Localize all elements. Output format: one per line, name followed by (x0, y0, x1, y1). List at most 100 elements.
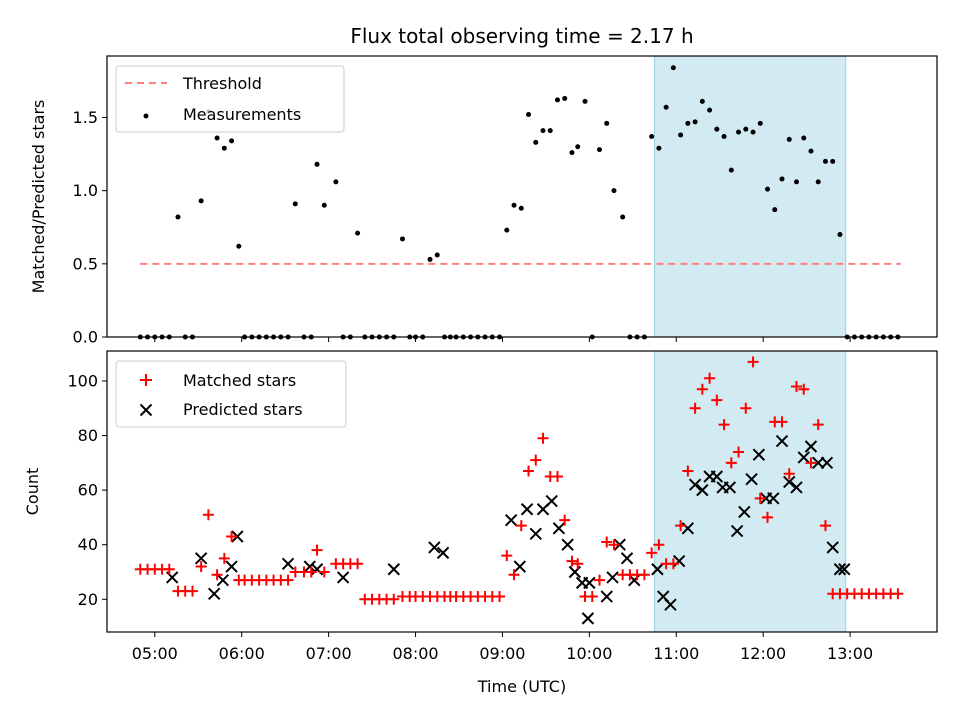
predicted-star-point (738, 505, 751, 519)
measurement-point (575, 144, 581, 150)
legend-box (115, 360, 347, 428)
matched-star-point (530, 454, 542, 466)
measurement-point (808, 148, 814, 154)
legend-threshold-label: Threshold (182, 74, 262, 93)
predicted-star-point (804, 440, 818, 453)
matched-star-point (226, 531, 238, 543)
predicted-legend-swatch (139, 403, 153, 417)
measurement-point (292, 201, 298, 207)
matched-star-point (819, 520, 831, 532)
measurement-point (504, 227, 510, 233)
predicted-star-point (783, 475, 796, 489)
predicted-star-point (613, 538, 626, 551)
predicted-star-point (520, 503, 534, 516)
measurement-point (815, 179, 821, 185)
x-axis-label: Time (UTC) (477, 677, 566, 696)
measurement-point (830, 158, 836, 164)
bottom-y-axis: 20 40 60 80 100 (67, 372, 107, 609)
predicted-star-point (730, 524, 744, 538)
matched-star-point (318, 566, 330, 578)
y-tick-label: 20 (78, 590, 98, 609)
measurements-legend-swatch (143, 113, 149, 119)
x-tick-label: 12:00 (740, 644, 786, 663)
predicted-star-point (651, 563, 664, 576)
matched-star-point (740, 402, 752, 414)
measurement-point (355, 230, 361, 236)
matched-star-point (572, 558, 584, 570)
matched-star-point (754, 492, 766, 504)
legend-box (115, 65, 345, 133)
y-tick-label: 1.5 (73, 108, 98, 127)
measurement-point (547, 128, 553, 134)
matched-star-point (805, 457, 817, 469)
matched-star-point (711, 394, 723, 406)
predicted-star-point (710, 470, 724, 483)
measurement-point (750, 129, 756, 135)
measurement-point (569, 150, 575, 156)
bottom-axes-frame (106, 350, 938, 633)
predicted-star-point (436, 546, 450, 560)
measurement-point (656, 145, 662, 151)
top-marks (137, 65, 901, 340)
measurement-point (582, 98, 588, 104)
predicted-star-point (207, 587, 221, 601)
matched-star-point (508, 569, 520, 581)
predicted-star-point (838, 563, 851, 576)
y-tick-label: 1.0 (73, 181, 98, 200)
measurement-point (596, 147, 602, 153)
bottom-marks (134, 356, 904, 625)
predicted-star-point (336, 571, 350, 584)
measurement-point (793, 179, 799, 185)
measurement-point (779, 176, 785, 182)
bottom-y-axis-label: Count (23, 468, 42, 516)
matched-star-point (696, 383, 708, 395)
predicted-star-point (387, 563, 401, 576)
chart-title: Flux total observing time = 2.17 h (350, 24, 693, 48)
predicted-star-point (583, 576, 596, 590)
measurement-point (757, 120, 763, 126)
predicted-star-point (797, 451, 810, 464)
predicted-star-point (529, 527, 542, 540)
predicted-star-point (775, 434, 789, 448)
predicted-star-point (606, 571, 619, 584)
y-tick-label: 0.5 (73, 254, 98, 273)
measurement-point (620, 214, 626, 220)
matched-star-point (163, 563, 175, 575)
bottom-legend: Matched stars Predicted stars (115, 360, 347, 428)
measurement-point (611, 188, 617, 194)
predicted-star-point (281, 557, 295, 571)
measurement-point (554, 97, 560, 103)
measurement-point (175, 214, 181, 220)
measurement-point (533, 139, 539, 145)
legend-matched-label: Matched stars (183, 371, 296, 390)
y-tick-label: 0.0 (73, 328, 98, 347)
x-tick-label: 09:00 (479, 644, 525, 663)
measurement-point (604, 120, 610, 126)
matched-star-point (195, 561, 207, 573)
predicted-star-point (504, 513, 518, 527)
measurement-point (649, 133, 655, 139)
matched-star-point (352, 558, 364, 570)
x-marker (139, 403, 153, 417)
measurement-point (221, 145, 227, 151)
matched-star-point (733, 446, 745, 458)
measurement-point (518, 205, 524, 211)
measurement-point (236, 243, 242, 249)
measurement-point (765, 186, 771, 192)
measurement-point (801, 135, 807, 141)
measurement-point (321, 202, 327, 208)
measurement-point (692, 119, 698, 125)
measurement-point (772, 207, 778, 213)
measurement-point (822, 158, 828, 164)
measurement-point (837, 232, 843, 238)
matched-star-point (211, 569, 223, 581)
predicted-star-point (767, 492, 780, 505)
measurement-point (670, 65, 676, 71)
predicted-star-point (790, 481, 803, 494)
predicted-star-point (664, 598, 677, 611)
observing-window-shade (654, 350, 847, 633)
matched-star-point (537, 432, 549, 444)
x-tick-label: 06:00 (219, 644, 265, 663)
predicted-star-point (194, 552, 208, 565)
